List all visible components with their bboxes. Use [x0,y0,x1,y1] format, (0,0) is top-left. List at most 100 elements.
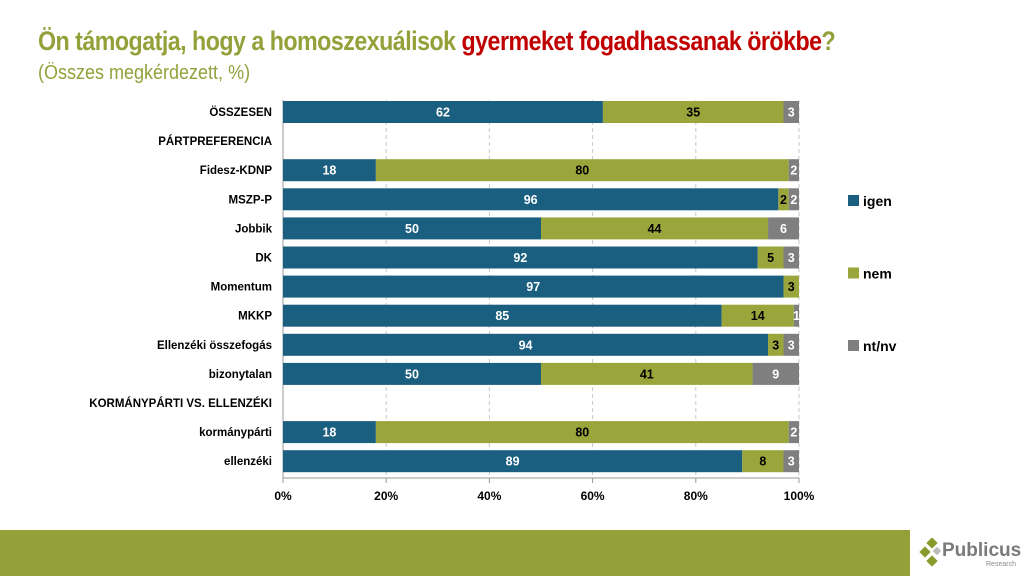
bar-nem [778,188,789,211]
stacked-bar-chart: 0% 20% 40% 60% 80% 100%ÖSSZESEN 62 35 3PÁRTPREFE… [89,100,897,503]
bar-igen [283,246,758,269]
category-label: DK [255,253,272,265]
legend-swatch-igen [848,195,859,206]
x-tick-label: 40% [477,489,501,503]
data-label: 2 [790,426,797,440]
data-label: 44 [648,222,662,236]
bar-igen [283,101,603,123]
bar-ntnv [788,159,799,182]
category-label: ÖSSZESEN [209,106,272,119]
bar-igen [283,333,769,356]
group-header: PÁRTPREFERENCIA [158,135,272,148]
data-label: 1 [793,309,800,323]
bar-igen [283,217,541,240]
x-tick-label: 100% [784,489,815,503]
bar-nem [783,275,799,298]
bar-nem [602,101,784,123]
bar-nem [541,217,769,240]
x-tick-label: 0% [274,489,292,503]
bar-nem [768,333,784,356]
legend-label: igen [863,193,892,209]
data-label: 5 [767,251,774,265]
bar-ntnv [783,246,799,269]
title-question-mark: ? [821,26,836,56]
data-label: 3 [788,280,795,294]
category-label: Fidesz-KDNP [200,165,273,177]
x-tick-label: 80% [684,489,708,503]
legend-label: nt/nv [863,338,897,354]
data-label: 96 [524,193,538,207]
category-label: Jobbik [235,223,273,235]
data-label: 92 [513,251,527,265]
bar-igen [283,159,376,182]
bar-nem [375,159,789,182]
chart-title: Ön támogatja, hogy a homoszexuálisok gye… [38,26,836,57]
data-label: 9 [772,367,779,381]
data-label: 80 [575,426,589,440]
bar-ntnv [783,450,799,473]
category-label: Ellenzéki összefogás [157,340,272,352]
data-label: 62 [436,106,450,120]
bar-ntnv [752,362,799,385]
bar-igen [283,450,743,473]
data-label: 18 [322,426,336,440]
data-label: 3 [788,455,795,469]
logo-sub: Research [986,561,1016,568]
legend-label: nem [863,266,892,282]
data-label: 8 [759,455,766,469]
logo-name: Publicus [942,540,1022,561]
data-label: 2 [780,193,787,207]
data-label: 41 [640,367,654,381]
data-label: 6 [780,222,787,236]
category-label: ellenzéki [224,456,272,468]
bar-igen [283,421,376,444]
category-label: Momentum [211,282,272,294]
group-header: KORMÁNYPÁRTI VS. ELLENZÉKI [89,397,272,410]
publicus-logo: Publicus Research [918,537,1024,570]
data-label: 3 [788,338,795,352]
x-tick-label: 20% [374,489,398,503]
legend-swatch-ntnv [848,340,859,351]
bar-ntnv [788,188,799,211]
data-label: 97 [526,280,540,294]
category-label: MSZP-P [229,194,273,206]
bar-ntnv [788,421,799,444]
footer-bar [0,530,910,576]
data-label: 14 [751,309,765,323]
bar-nem [541,362,753,385]
x-tick-label: 60% [581,489,605,503]
data-label: 18 [322,164,336,178]
bar-nem [375,421,789,444]
data-label: 2 [790,164,797,178]
title-part1: Ön támogatja, hogy a homoszexuálisok [38,26,462,56]
logo-diamond-icon [919,537,942,567]
bar-nem [757,246,784,269]
data-label: 89 [506,455,520,469]
data-label: 94 [519,338,533,352]
legend-swatch-nem [848,267,859,279]
bar-igen [283,362,541,385]
data-label: 85 [495,309,509,323]
bar-ntnv [783,333,799,356]
chart-subtitle: (Összes megkérdezett, %) [38,62,251,84]
bar-nem [721,304,794,327]
bar-ntnv [793,304,799,327]
category-label: MKKP [238,311,272,323]
data-label: 50 [405,222,419,236]
bar-nem [742,450,784,473]
bar-igen [283,275,784,298]
data-label: 2 [790,193,797,207]
bar-ntnv [768,217,799,240]
category-label: kormánypárti [199,427,272,439]
title-highlight: gyermeket fogadhassanak örökbe [461,26,822,56]
bar-igen [283,304,722,327]
bar-igen [283,188,779,211]
bar-ntnv [783,101,799,123]
data-label: 3 [788,251,795,265]
data-label: 3 [772,338,779,352]
data-label: 3 [788,106,795,120]
category-label: bizonytalan [209,369,272,381]
data-label: 80 [575,164,589,178]
data-label: 50 [405,367,419,381]
data-label: 35 [686,106,700,120]
